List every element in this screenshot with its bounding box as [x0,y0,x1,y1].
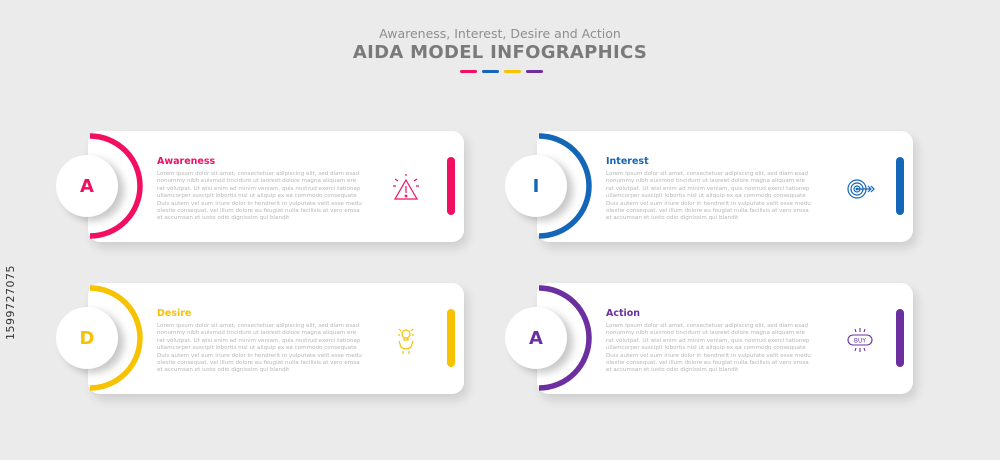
buy-badge-icon: BUY [847,328,873,352]
dash-purple [526,70,543,73]
step-description: Lorem ipsum dolor sit amet, consectetuer… [157,171,362,222]
accent-bar [896,157,904,215]
step-letter: I [505,155,567,217]
stock-id-watermark: 1599727075 [4,265,17,340]
accent-bar [896,309,904,367]
step-title: Action [606,308,641,319]
card-awareness: A Awareness Lorem ipsum dolor sit amet, … [56,131,464,242]
step-title: Interest [606,156,649,167]
target-icon [847,179,875,199]
accent-bar [447,309,455,367]
buy-label: BUY [854,338,867,345]
step-description: Lorem ipsum dolor sit amet, consectetuer… [157,323,362,374]
dash-blue [482,70,499,73]
dash-pink [460,70,477,73]
step-letter: A [505,307,567,369]
arc-decoration [538,133,592,239]
subtitle: Awareness, Interest, Desire and Action [379,26,621,41]
step-description: Lorem ipsum dolor sit amet, consectetuer… [606,323,811,374]
step-title: Awareness [157,156,216,167]
step-letter: A [56,155,118,217]
color-dashes [460,70,543,73]
step-title: Desire [157,308,192,319]
arc-decoration [538,285,592,391]
hand-lightbulb-icon [398,328,414,354]
accent-bar [447,157,455,215]
card-desire: D Desire Lorem ipsum dolor sit amet, con… [56,283,464,394]
dash-yellow [504,70,521,73]
card-interest: I Interest Lorem ipsum dolor sit amet, c… [505,131,913,242]
arc-decoration [89,285,143,391]
card-action: A Action Lorem ipsum dolor sit amet, con… [505,283,913,394]
page-title: AIDA MODEL INFOGRAPHICS [352,42,648,63]
step-letter: D [56,307,118,369]
step-description: Lorem ipsum dolor sit amet, consectetuer… [606,171,811,222]
warning-triangle-icon [393,174,419,200]
arc-decoration [89,133,143,239]
